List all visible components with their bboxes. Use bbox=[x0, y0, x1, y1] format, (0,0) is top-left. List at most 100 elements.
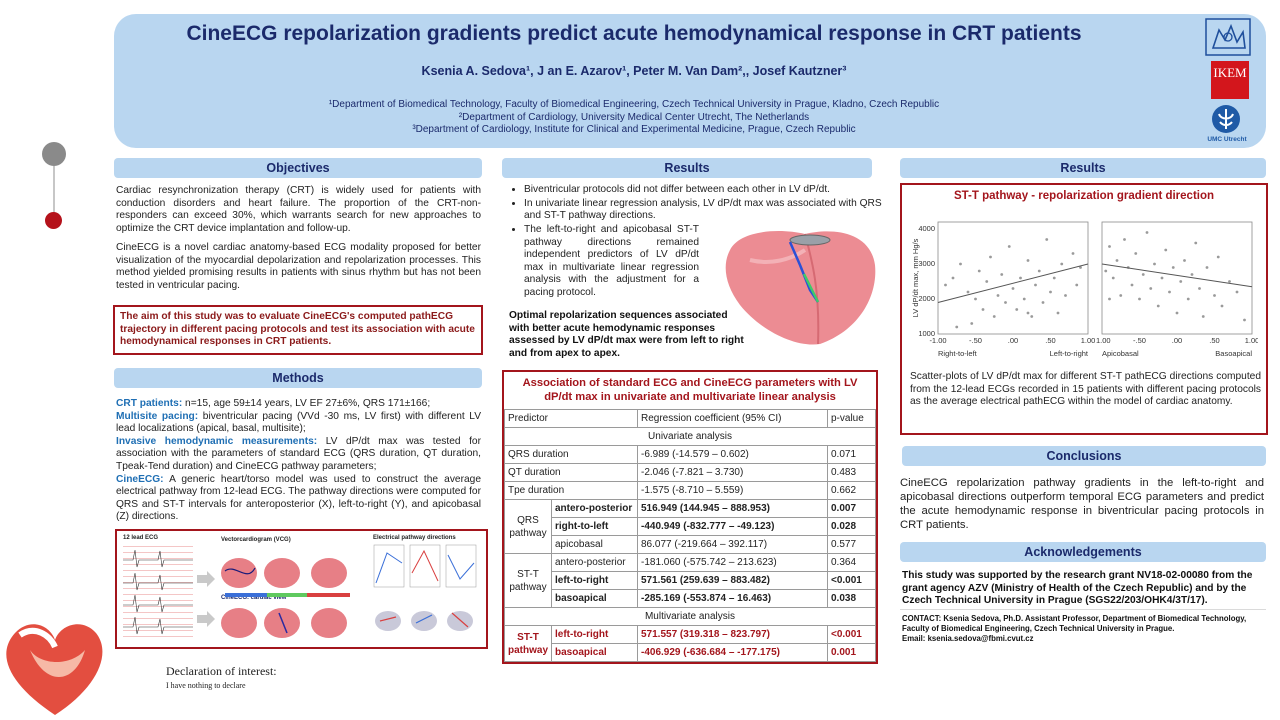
results-table-box: Association of standard ECG and CineECG … bbox=[502, 370, 878, 664]
data-point bbox=[1130, 283, 1134, 287]
lion-crest-icon bbox=[1205, 18, 1251, 56]
data-point bbox=[1220, 304, 1224, 308]
ikem-logo: IKEM bbox=[1211, 61, 1249, 99]
cell-name: QRS duration bbox=[504, 445, 638, 464]
header-banner bbox=[114, 14, 1266, 148]
data-point bbox=[974, 297, 977, 301]
cell-p: <0.001 bbox=[827, 571, 876, 590]
y-tick-label: 1000 bbox=[918, 329, 935, 338]
cell-coef: -6.989 (-14.579 – 0.602) bbox=[637, 445, 828, 464]
table-header-row: Predictor Regression coefficient (95% CI… bbox=[504, 409, 876, 428]
cell-name: basoapical bbox=[551, 643, 638, 662]
trend-line bbox=[1101, 263, 1253, 288]
arrow-icon-2 bbox=[197, 611, 215, 627]
data-point bbox=[1007, 245, 1011, 248]
data-point bbox=[1164, 248, 1168, 252]
th-p: p-value bbox=[827, 409, 876, 428]
data-point bbox=[1019, 276, 1022, 280]
data-point bbox=[1134, 252, 1138, 255]
optimal-sequence-text: Optimal repolarization sequences associa… bbox=[509, 310, 744, 359]
x-label-right: Left-to-right bbox=[1050, 349, 1089, 358]
methods-text-4: A generic heart/torso model was used to … bbox=[116, 473, 481, 523]
data-point bbox=[1034, 283, 1037, 287]
data-point bbox=[1060, 262, 1064, 266]
cell-p: 0.483 bbox=[827, 463, 876, 482]
cell-coef: 571.561 (259.639 – 883.482) bbox=[637, 571, 828, 590]
data-point bbox=[1243, 318, 1246, 322]
x-tick-label: .00 bbox=[1172, 336, 1182, 345]
x-tick-label: .50 bbox=[1045, 336, 1055, 345]
contact-divider bbox=[900, 609, 1266, 610]
cell-p: <0.001 bbox=[827, 625, 876, 644]
x-tick-label: -.50 bbox=[1133, 336, 1146, 345]
data-point bbox=[1205, 266, 1209, 269]
data-point bbox=[1104, 269, 1108, 273]
poster-title: CineECG repolarization gradients predict… bbox=[186, 22, 1082, 45]
table-row: QRS pathway antero-posterior 516.949 (144… bbox=[504, 499, 876, 554]
scatter-plot-apicobasal: -1.00 -.50 .00 .50 1.00 Apicobasal Basoapical bbox=[1096, 221, 1258, 358]
x-label-left: Right-to-left bbox=[938, 349, 978, 358]
results-bullet-3-list: The left-to-right and apicobasal ST-T pa… bbox=[510, 224, 699, 301]
cell-name: antero-posterior bbox=[551, 553, 638, 572]
data-point bbox=[951, 276, 955, 280]
declaration-title: Declaration of interest: bbox=[166, 664, 277, 678]
affiliation-3: ³Department of Cardiology, Institute for… bbox=[412, 124, 856, 135]
data-point bbox=[944, 283, 947, 287]
table-title: Association of standard ECG and CineECG … bbox=[522, 377, 858, 403]
data-point bbox=[1179, 280, 1183, 283]
data-point bbox=[1064, 294, 1067, 297]
cell-name: apicobasal bbox=[551, 535, 638, 554]
data-point bbox=[970, 322, 974, 325]
cell-name: left-to-right bbox=[551, 571, 638, 590]
affiliation-1: ¹Department of Biomedical Technology, Fa… bbox=[328, 99, 940, 110]
declaration-text: I have nothing to declare bbox=[166, 681, 246, 690]
data-point bbox=[1111, 276, 1115, 280]
umc-tree-icon bbox=[1212, 105, 1240, 133]
data-point bbox=[1052, 276, 1056, 280]
table-row: QRS duration -6.989 (-14.579 – 0.602) 0.07… bbox=[504, 445, 876, 464]
table-row: left-to-right 571.561 (259.639 – 883.482)… bbox=[505, 571, 876, 590]
cell-coef: -1.575 (-8.710 – 5.559) bbox=[637, 481, 828, 500]
side-line bbox=[53, 166, 55, 214]
cell-coef: -285.169 (-553.874 – 16.463) bbox=[637, 589, 828, 608]
results-bullet-1: Biventricular protocols did not differ b… bbox=[524, 184, 887, 197]
trend-line bbox=[937, 263, 1089, 303]
table-row: basoapical -406.929 (-636.684 – -177.175)… bbox=[505, 643, 876, 662]
table-row: Multivariate analysis bbox=[504, 607, 876, 626]
x-tick-label: -1.00 bbox=[1096, 336, 1111, 345]
data-point bbox=[1049, 290, 1052, 294]
data-point bbox=[1123, 238, 1126, 241]
cell-p: 0.001 bbox=[827, 643, 876, 662]
x-label-right: Basoapical bbox=[1215, 349, 1252, 358]
x-tick-label: -.50 bbox=[969, 336, 982, 345]
data-point bbox=[1186, 297, 1190, 301]
data-point bbox=[1156, 304, 1160, 308]
pathway-plots bbox=[373, 544, 477, 631]
table-row: apicobasal 86.077 (-219.664 – 392.117) 0.5… bbox=[505, 535, 876, 554]
grey-dot bbox=[42, 142, 66, 166]
results-bullets: Biventricular protocols did not differ b… bbox=[510, 184, 887, 224]
data-point bbox=[1153, 262, 1156, 266]
methods-key-4: CineECG: bbox=[116, 473, 164, 485]
cell-p: 0.364 bbox=[827, 553, 876, 572]
methods-figure: 12 lead ECG Vectorcardiogram (VCG) CineE… bbox=[115, 529, 488, 649]
cell-name: Tpe duration bbox=[504, 481, 638, 500]
x-tick-label: -1.00 bbox=[929, 336, 946, 345]
x-tick-label: .50 bbox=[1209, 336, 1219, 345]
y-tick-label: 2000 bbox=[918, 294, 935, 303]
cell-coef: -406.929 (-636.684 – -177.175) bbox=[637, 643, 828, 662]
data-point bbox=[966, 290, 970, 294]
x-tick-label: 1.00 bbox=[1245, 336, 1258, 345]
affiliations: ¹Department of Biomedical Technology, Fa… bbox=[114, 99, 1154, 137]
data-point bbox=[1198, 287, 1201, 290]
data-point bbox=[1041, 301, 1045, 304]
data-point bbox=[1045, 238, 1049, 241]
cell-coef: 516.949 (144.945 – 888.953) bbox=[637, 499, 828, 518]
data-point bbox=[1037, 269, 1041, 273]
affiliation-2: ²Department of Cardiology, University Me… bbox=[458, 111, 810, 123]
data-point bbox=[1190, 273, 1194, 276]
multivariate-label: Multivariate analysis bbox=[504, 607, 876, 626]
path-label: Electrical pathway directions bbox=[373, 535, 456, 541]
contact-email: Email: ksenia.sedova@fbmi.cvut.cz bbox=[902, 634, 1034, 643]
data-point bbox=[1141, 273, 1145, 276]
